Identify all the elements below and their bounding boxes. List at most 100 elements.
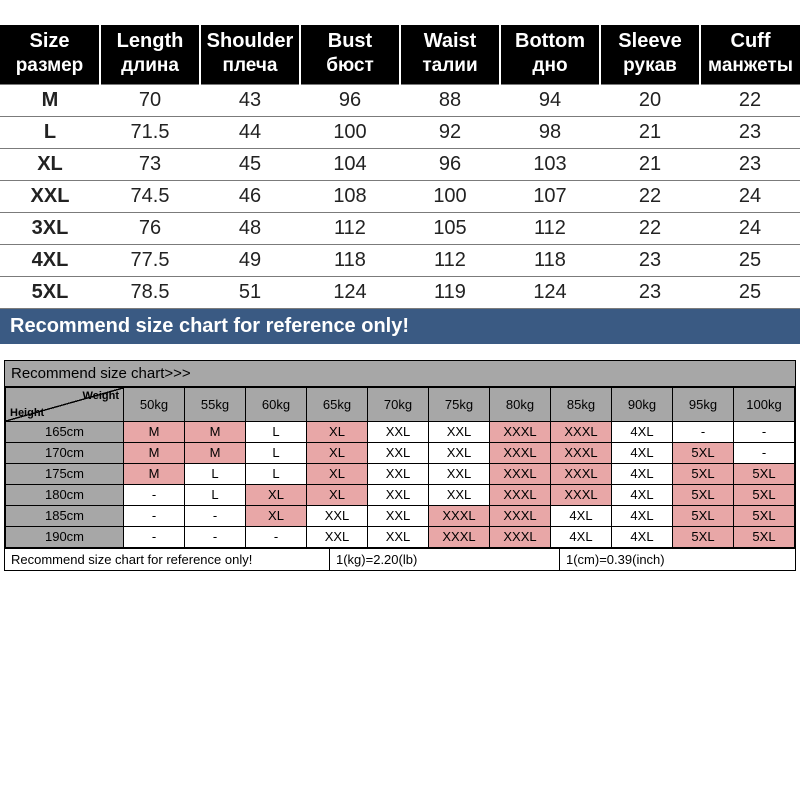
size-chart-cell: M bbox=[0, 84, 100, 116]
size-chart-cell: 45 bbox=[200, 148, 300, 180]
size-chart-header-cell: Waistталии bbox=[400, 25, 500, 84]
size-chart-cell: 4XL bbox=[0, 244, 100, 276]
recommend-weight-header: 65kg bbox=[307, 387, 368, 421]
size-chart-cell: 51 bbox=[200, 276, 300, 308]
recommend-cell: - bbox=[185, 505, 246, 526]
size-chart-cell: 108 bbox=[300, 180, 400, 212]
size-chart-cell: 96 bbox=[400, 148, 500, 180]
corner-weight-label: Weight bbox=[83, 390, 119, 402]
recommend-weight-header: 95kg bbox=[673, 387, 734, 421]
size-chart-cell: 104 bbox=[300, 148, 400, 180]
size-chart-cell: 112 bbox=[400, 244, 500, 276]
recommend-cell: XXXL bbox=[490, 526, 551, 547]
size-chart-header-cell: Shoulderплеча bbox=[200, 25, 300, 84]
recommend-cell: XXXL bbox=[429, 505, 490, 526]
size-chart-header-ru: рукав bbox=[601, 54, 699, 78]
size-chart-header-cell: Cuffманжеты bbox=[700, 25, 800, 84]
recommend-chart-table: Height Weight 50kg55kg60kg65kg70kg75kg80… bbox=[5, 387, 795, 548]
size-chart-header-cell: Sizeразмер bbox=[0, 25, 100, 84]
size-chart-row: 3XL76481121051122224 bbox=[0, 212, 800, 244]
size-chart-cell: 105 bbox=[400, 212, 500, 244]
size-chart-cell: 88 bbox=[400, 84, 500, 116]
recommend-cell: 4XL bbox=[612, 442, 673, 463]
recommend-chart-wrap: Recommend size chart>>> Height Weight 50… bbox=[4, 360, 796, 571]
recommend-cell: XXL bbox=[307, 526, 368, 547]
recommend-cell: XL bbox=[246, 505, 307, 526]
recommend-cell: L bbox=[246, 442, 307, 463]
size-chart-table: SizeразмерLengthдлинаShoulderплечаBustбю… bbox=[0, 25, 800, 344]
recommend-height-cell: 170cm bbox=[6, 442, 124, 463]
recommend-cell: XXXL bbox=[490, 463, 551, 484]
recommend-cell: - bbox=[124, 484, 185, 505]
recommend-cell: XXL bbox=[368, 484, 429, 505]
size-chart-row: 4XL77.5491181121182325 bbox=[0, 244, 800, 276]
recommend-cell: L bbox=[246, 421, 307, 442]
recommend-cell: XL bbox=[307, 484, 368, 505]
recommend-cell: 5XL bbox=[673, 505, 734, 526]
recommend-height-cell: 185cm bbox=[6, 505, 124, 526]
recommend-chart-title: Recommend size chart>>> bbox=[5, 361, 795, 387]
size-chart-header-row: SizeразмерLengthдлинаShoulderплечаBustбю… bbox=[0, 25, 800, 84]
recommend-row: 175cmMLLXLXXLXXLXXXLXXXL4XL5XL5XL bbox=[6, 463, 795, 484]
recommend-header-row: Height Weight 50kg55kg60kg65kg70kg75kg80… bbox=[6, 387, 795, 421]
size-chart-cell: 112 bbox=[300, 212, 400, 244]
recommend-corner-cell: Height Weight bbox=[6, 387, 124, 421]
size-chart-cell: 118 bbox=[500, 244, 600, 276]
size-chart-header-en: Bottom bbox=[515, 30, 585, 52]
corner-height-label: Height bbox=[10, 407, 44, 419]
recommend-cell: - bbox=[124, 526, 185, 547]
recommend-footer-cm: 1(cm)=0.39(inch) bbox=[560, 549, 795, 570]
recommend-cell: 5XL bbox=[734, 526, 795, 547]
size-chart-header-ru: дно bbox=[501, 54, 599, 78]
recommend-cell: - bbox=[673, 421, 734, 442]
size-chart-cell: 94 bbox=[500, 84, 600, 116]
recommend-cell: M bbox=[185, 442, 246, 463]
size-chart-cell: 23 bbox=[700, 148, 800, 180]
size-chart-cell: XXL bbox=[0, 180, 100, 212]
recommend-height-cell: 180cm bbox=[6, 484, 124, 505]
size-chart-header-en: Cuff bbox=[731, 30, 771, 52]
recommend-cell: M bbox=[124, 442, 185, 463]
size-chart-cell: 119 bbox=[400, 276, 500, 308]
size-chart-cell: 21 bbox=[600, 148, 700, 180]
size-chart-cell: 100 bbox=[300, 116, 400, 148]
recommend-height-cell: 175cm bbox=[6, 463, 124, 484]
recommend-weight-header: 75kg bbox=[429, 387, 490, 421]
size-chart-cell: XL bbox=[0, 148, 100, 180]
recommend-cell: L bbox=[246, 463, 307, 484]
recommend-cell: 5XL bbox=[673, 442, 734, 463]
recommend-cell: XXXL bbox=[551, 442, 612, 463]
recommend-cell: 4XL bbox=[612, 505, 673, 526]
recommend-cell: M bbox=[124, 463, 185, 484]
recommend-row: 165cmMMLXLXXLXXLXXXLXXXL4XL-- bbox=[6, 421, 795, 442]
size-chart-header-en: Bust bbox=[328, 30, 372, 52]
recommend-cell: XXXL bbox=[551, 421, 612, 442]
size-chart-cell: 71.5 bbox=[100, 116, 200, 148]
size-chart-note: Recommend size chart for reference only! bbox=[0, 308, 800, 344]
size-chart-row: M70439688942022 bbox=[0, 84, 800, 116]
recommend-cell: XXL bbox=[307, 505, 368, 526]
size-chart-header-ru: плеча bbox=[201, 54, 299, 78]
size-chart-cell: 74.5 bbox=[100, 180, 200, 212]
recommend-cell: XXL bbox=[368, 463, 429, 484]
recommend-cell: XXL bbox=[429, 442, 490, 463]
recommend-cell: 4XL bbox=[612, 421, 673, 442]
recommend-height-cell: 190cm bbox=[6, 526, 124, 547]
recommend-cell: 4XL bbox=[551, 505, 612, 526]
size-chart-cell: 21 bbox=[600, 116, 700, 148]
size-chart-row: L71.54410092982123 bbox=[0, 116, 800, 148]
size-chart-cell: 96 bbox=[300, 84, 400, 116]
recommend-cell: 5XL bbox=[734, 484, 795, 505]
recommend-cell: XXL bbox=[429, 484, 490, 505]
size-chart-header-cell: Bustбюст bbox=[300, 25, 400, 84]
size-chart-cell: 92 bbox=[400, 116, 500, 148]
recommend-weight-header: 70kg bbox=[368, 387, 429, 421]
size-chart-cell: 76 bbox=[100, 212, 200, 244]
size-chart-cell: 3XL bbox=[0, 212, 100, 244]
size-chart-cell: 43 bbox=[200, 84, 300, 116]
recommend-cell: - bbox=[734, 442, 795, 463]
recommend-cell: XXXL bbox=[551, 484, 612, 505]
recommend-cell: XXXL bbox=[490, 442, 551, 463]
recommend-cell: XXXL bbox=[551, 463, 612, 484]
recommend-cell: - bbox=[185, 526, 246, 547]
